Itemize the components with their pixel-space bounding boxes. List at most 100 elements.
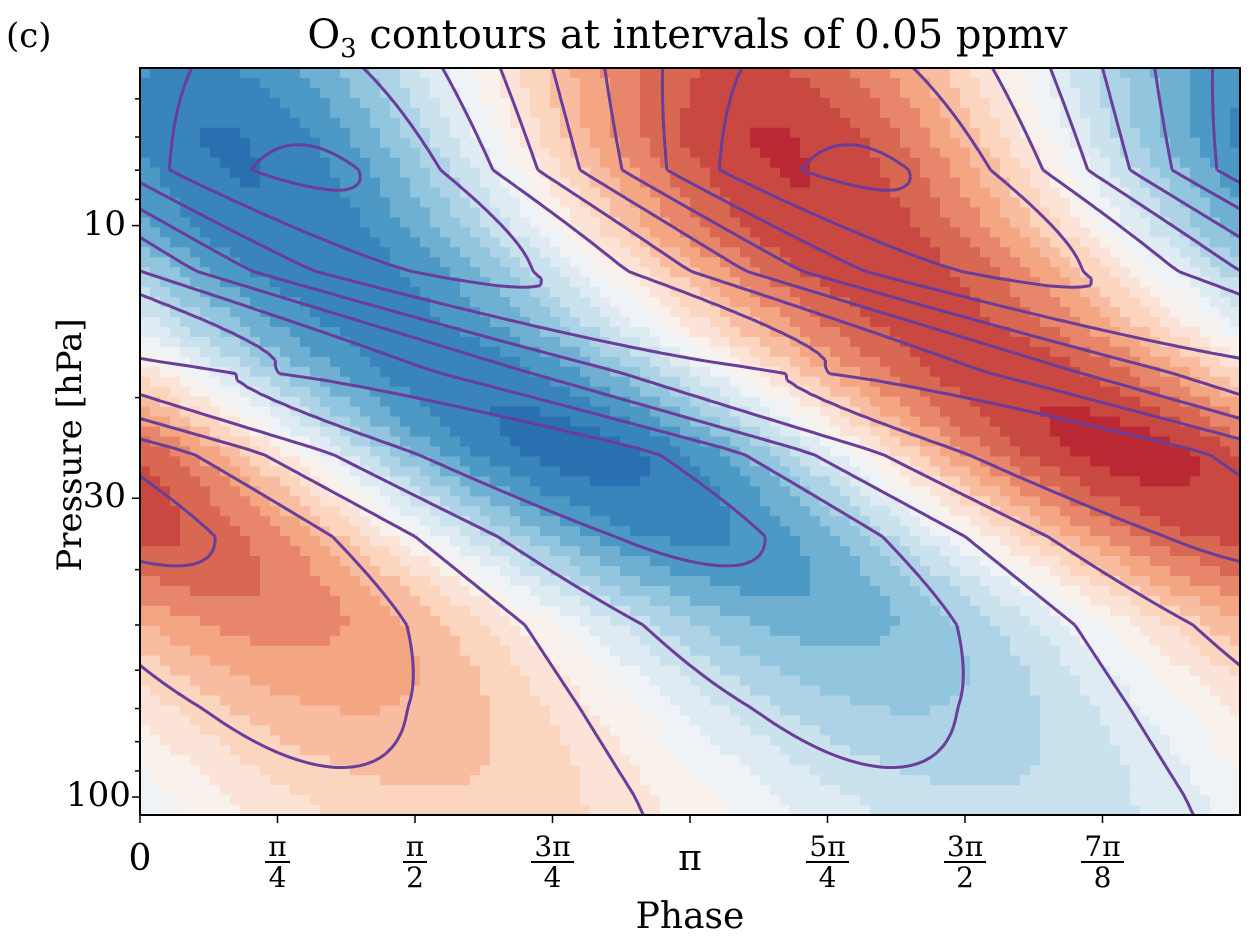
heatmap-cell [450,346,461,358]
heatmap-cell [580,77,591,89]
heatmap-cell [1150,446,1161,458]
heatmap-cell [1060,346,1071,358]
heatmap-cell [990,356,1001,368]
heatmap-cell [1100,336,1111,348]
heatmap-cell [810,366,821,378]
heatmap-cell [150,496,161,507]
heatmap-cell [760,416,771,428]
heatmap-cell [770,237,781,248]
heatmap-cell [1050,237,1061,248]
heatmap-cell [1220,97,1231,109]
heatmap-cell [1190,396,1201,408]
heatmap-cell [1230,396,1241,408]
heatmap-cell [1030,466,1041,477]
heatmap-cell [460,127,471,139]
heatmap-cell [920,177,931,189]
heatmap-cell [1170,456,1181,467]
heatmap-cell [1000,416,1011,428]
heatmap-cell [240,436,251,448]
heatmap-cell [630,217,641,228]
heatmap-cell [990,277,1001,288]
heatmap-cell [730,416,741,428]
heatmap-cell [890,77,901,89]
heatmap-cell [1120,107,1131,119]
heatmap-cell [970,317,981,328]
heatmap-cell [410,77,421,89]
heatmap-cell [140,127,151,139]
heatmap-cell [1190,187,1201,199]
heatmap-cell [370,87,381,99]
heatmap-cell [430,267,441,278]
heatmap-cell [420,197,431,209]
heatmap-cell [350,267,361,278]
heatmap-cell [1120,416,1131,428]
heatmap-cell [350,466,361,477]
heatmap-cell [400,317,411,328]
heatmap-cell [270,77,281,89]
heatmap-cell [830,356,841,368]
heatmap-cell [1200,486,1211,497]
heatmap-cell [390,396,401,408]
heatmap-cell [1170,346,1181,358]
heatmap-cell [940,207,951,218]
heatmap-cell [490,217,501,228]
heatmap-cell [480,227,491,238]
heatmap-cell [610,277,621,288]
heatmap-cell [530,277,541,288]
heatmap-cell [540,486,551,497]
heatmap-cell [690,177,701,189]
heatmap-cell [590,137,601,149]
heatmap-cell [320,396,331,408]
heatmap-cell [380,396,391,408]
heatmap-cell [190,486,201,497]
heatmap-cell [500,386,511,398]
heatmap-cell [790,217,801,228]
heatmap-cell [860,456,871,467]
heatmap-cell [220,267,231,278]
heatmap-cell [1130,68,1141,79]
heatmap-cell [830,297,841,308]
heatmap-cell [140,446,151,458]
heatmap-cell [190,436,201,448]
heatmap-cell [1220,406,1231,418]
heatmap-cell [840,77,851,89]
heatmap-cell [880,187,891,199]
heatmap-cell [890,426,901,438]
heatmap-cell [720,336,731,348]
heatmap-cell [890,187,901,199]
heatmap-cell [200,217,211,228]
heatmap-cell [870,257,881,268]
heatmap-cell [390,496,401,507]
heatmap-cell [590,506,601,517]
heatmap-cell [340,127,351,139]
heatmap-cell [400,217,411,228]
heatmap-cell [800,107,811,119]
heatmap-cell [790,317,801,328]
heatmap-cell [320,366,331,378]
heatmap-cell [700,117,711,129]
heatmap-cell [1160,227,1171,238]
heatmap-cell [340,396,351,408]
heatmap-cell [1020,167,1031,179]
heatmap-cell [770,356,781,368]
heatmap-cell [780,97,791,109]
heatmap-cell [170,87,181,99]
heatmap-cell [480,137,491,149]
heatmap-cell [680,356,691,368]
heatmap-cell [630,466,641,477]
heatmap-cell [970,207,981,218]
heatmap-cell [870,247,881,258]
heatmap-cell [360,247,371,258]
heatmap-cell [520,147,531,159]
heatmap-cell [700,177,711,189]
heatmap-cell [1010,177,1021,189]
heatmap-cell [310,277,321,288]
heatmap-cell [830,77,841,89]
heatmap-cell [250,416,261,428]
heatmap-cell [1200,317,1211,328]
heatmap-cell [460,307,471,318]
heatmap-cell [970,247,981,258]
heatmap-cell [1040,127,1051,139]
heatmap-cell [1060,436,1071,448]
heatmap-cell [480,506,491,517]
